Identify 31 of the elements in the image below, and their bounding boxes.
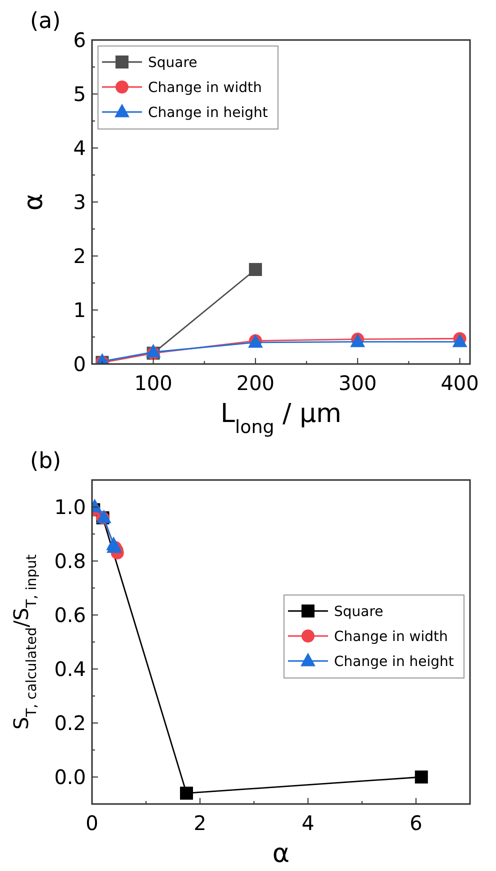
legend-label: Change in height (334, 654, 454, 670)
chart-title: (a) (30, 9, 61, 34)
y-tick-label: 0 (73, 352, 86, 376)
legend-label: Change in width (334, 629, 448, 645)
y-tick-label: 0.4 (54, 657, 86, 681)
y-tick-label: 3 (73, 190, 86, 214)
y-tick-label: 6 (73, 28, 86, 52)
y-tick-label: 5 (73, 82, 86, 106)
x-tick-label: 200 (236, 371, 275, 395)
y-tick-label: 1.0 (54, 495, 86, 519)
y-tick-label: 4 (73, 136, 86, 160)
y-tick-label: 1 (73, 298, 86, 322)
y-tick-label: 2 (73, 244, 86, 268)
x-tick-label: 6 (410, 811, 422, 835)
y-tick-label: 0.2 (54, 711, 86, 735)
x-tick-label: 100 (134, 371, 172, 395)
y-axis-title: α (19, 193, 49, 211)
legend-label: Change in height (148, 105, 268, 121)
legend-label: Change in width (148, 80, 262, 96)
x-axis-title: α (272, 839, 290, 869)
legend-label: Square (334, 604, 384, 620)
chart-title: (b) (30, 449, 62, 474)
x-tick-label: 2 (194, 811, 206, 835)
x-tick-label: 4 (302, 811, 314, 835)
x-axis-title: L$_{long}$ / µm (220, 399, 342, 438)
x-tick-label: 300 (338, 371, 377, 395)
y-tick-label: 0.6 (54, 603, 86, 627)
x-tick-label: 400 (440, 371, 479, 395)
y-tick-label: 0.0 (54, 765, 86, 789)
legend-label: Square (148, 55, 198, 71)
y-tick-label: 0.8 (54, 549, 86, 573)
